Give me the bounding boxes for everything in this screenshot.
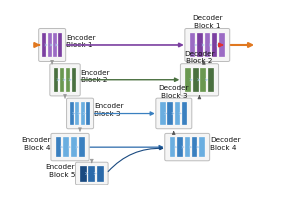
- FancyBboxPatch shape: [156, 98, 192, 129]
- Text: Encoder
Block 2: Encoder Block 2: [81, 69, 110, 83]
- Bar: [48, 33, 52, 57]
- Bar: [185, 137, 190, 157]
- Bar: [190, 33, 195, 57]
- FancyBboxPatch shape: [165, 133, 210, 161]
- FancyBboxPatch shape: [51, 133, 89, 161]
- Bar: [182, 102, 187, 125]
- Bar: [175, 102, 180, 125]
- FancyBboxPatch shape: [39, 28, 66, 62]
- Bar: [75, 102, 79, 125]
- FancyBboxPatch shape: [50, 64, 80, 96]
- Bar: [219, 33, 225, 57]
- Bar: [177, 137, 183, 157]
- Bar: [199, 137, 204, 157]
- Bar: [185, 68, 191, 92]
- Bar: [208, 68, 214, 92]
- FancyBboxPatch shape: [180, 64, 219, 96]
- Bar: [97, 166, 104, 182]
- Bar: [63, 137, 69, 157]
- Text: Encoder
Block 1: Encoder Block 1: [66, 35, 96, 48]
- Bar: [58, 33, 62, 57]
- Bar: [70, 102, 74, 125]
- Bar: [200, 68, 206, 92]
- Bar: [54, 68, 58, 92]
- Text: Encoder
Block 5: Encoder Block 5: [46, 164, 75, 178]
- FancyBboxPatch shape: [67, 98, 94, 129]
- Bar: [88, 166, 95, 182]
- Bar: [81, 102, 85, 125]
- Bar: [53, 33, 57, 57]
- Bar: [86, 102, 90, 125]
- Bar: [79, 137, 85, 157]
- Bar: [60, 68, 64, 92]
- Bar: [72, 68, 76, 92]
- Text: Decoder
Block 2: Decoder Block 2: [184, 51, 215, 64]
- Bar: [56, 137, 61, 157]
- Bar: [66, 68, 70, 92]
- FancyBboxPatch shape: [185, 28, 230, 62]
- Bar: [205, 33, 210, 57]
- Text: Encoder
Block 3: Encoder Block 3: [94, 103, 124, 117]
- Bar: [160, 102, 166, 125]
- Bar: [193, 68, 199, 92]
- Bar: [79, 166, 87, 182]
- Text: Encoder
Block 4: Encoder Block 4: [21, 137, 50, 151]
- Bar: [170, 137, 175, 157]
- Bar: [197, 33, 202, 57]
- Bar: [42, 33, 46, 57]
- Text: Decoder
Block 1: Decoder Block 1: [192, 15, 223, 29]
- Bar: [192, 137, 197, 157]
- Bar: [167, 102, 173, 125]
- Text: Decoder
Block 3: Decoder Block 3: [158, 85, 189, 99]
- FancyBboxPatch shape: [75, 162, 108, 185]
- Bar: [212, 33, 217, 57]
- Bar: [71, 137, 77, 157]
- Text: Decoder
Block 4: Decoder Block 4: [210, 137, 241, 151]
